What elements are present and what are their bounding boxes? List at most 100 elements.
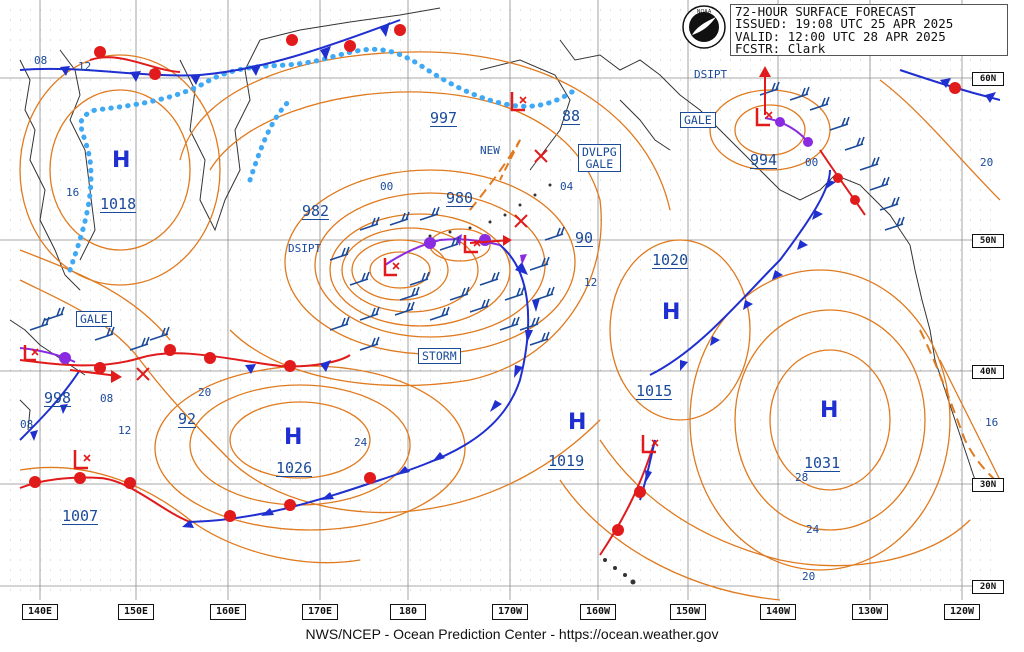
info-forecaster-row: FCSTR: Clark (735, 41, 826, 57)
longitude-label: 160W (580, 604, 616, 620)
isobar-label: 12 (118, 424, 132, 437)
longitude-label: 170W (492, 604, 528, 620)
info-valid-row: VALID: 12:00 UTC 28 APR 2025 (735, 28, 946, 44)
wind-barb (394, 301, 415, 316)
low-pressure-value: 1007 (62, 507, 99, 525)
wind-barb (359, 216, 380, 231)
movement-arrows (69, 66, 771, 383)
latitude-label: 50N (972, 234, 1004, 248)
wind-barb (859, 156, 880, 171)
isobar (939, 359, 1001, 481)
low-symbol-980 (463, 235, 481, 254)
wind-barb (884, 216, 905, 231)
warm-front (19, 352, 351, 368)
wind-barb (529, 256, 550, 271)
x-markers (136, 149, 548, 381)
high-center-symbol: H (568, 410, 587, 435)
wind-barb (449, 286, 470, 301)
warm-front (19, 476, 191, 523)
low-pressure-value: 1015 (636, 382, 673, 400)
low-pressure-value: 998 (44, 389, 72, 407)
isobar (369, 251, 431, 289)
isobar (19, 54, 221, 286)
longitude-label: 150E (118, 604, 154, 620)
wind-barb (479, 271, 500, 286)
aleutian-islands (428, 183, 636, 585)
longitude-label: 160E (210, 604, 246, 620)
pressure-label: 982 (302, 202, 330, 220)
high-pressure-value: 1018 (100, 195, 137, 213)
low-symbol-1015 (641, 435, 659, 454)
latitude-label: 20N (972, 580, 1004, 594)
wind-barb (534, 286, 555, 301)
info-title-row: 72-HOUR SURFACE FORECAST (735, 4, 916, 19)
high-center-symbol: H (112, 148, 131, 173)
wind-barb (499, 316, 520, 331)
wind-barb (399, 286, 420, 301)
low-symbol-997 (510, 92, 527, 112)
low-pressure-value: 980 (446, 189, 474, 207)
isobar (19, 249, 171, 341)
cold-front (189, 244, 530, 523)
isobar-label: 08 (34, 54, 48, 67)
isobar-label: 24 (806, 523, 820, 536)
gale-warning-box: GALE (680, 112, 716, 128)
longitude-label: 120W (944, 604, 980, 620)
low-symbol-1007 (73, 450, 91, 470)
forecast-info-box: 72-HOUR SURFACE FORECAST ISSUED: 19:08 U… (730, 4, 1008, 56)
high-center-symbol: H (284, 425, 303, 450)
isobar-label: 00 (805, 156, 819, 169)
isobar (734, 104, 806, 156)
developing-gale-warning-box: DVLPG GALE (578, 144, 621, 172)
ice-edge-line (67, 46, 578, 273)
isobar-label: 16 (985, 416, 999, 429)
wind-barb (329, 246, 350, 261)
isobar (341, 227, 479, 313)
wind-barb (544, 226, 565, 241)
latitude-label: 60N (972, 72, 1004, 86)
isobar-label: 04 (560, 180, 574, 193)
wind-barb (789, 86, 810, 101)
high-pressure-value: 1020 (652, 251, 689, 269)
isobar-label: 28 (795, 471, 809, 484)
isobar-label: 12 (584, 276, 598, 289)
noaa-logo: NOAA (682, 5, 726, 49)
isobar-label: 24 (354, 436, 368, 449)
wind-barb (519, 316, 540, 331)
new-tag: NEW (480, 144, 500, 157)
isobar (559, 479, 781, 601)
low-symbol-994 (755, 108, 773, 127)
latitude-label: 40N (972, 365, 1004, 379)
isobar (734, 309, 926, 531)
pressure-label: 90 (575, 229, 594, 247)
warm-front (819, 149, 866, 216)
info-issued-row: ISSUED: 19:08 UTC 25 APR 2025 (735, 16, 954, 32)
wind-barb (329, 316, 350, 331)
isobar-label: 00 (380, 180, 394, 193)
isobar (209, 91, 602, 387)
cold-front (649, 169, 831, 376)
high-pressure-value: 1031 (804, 454, 841, 472)
isobar (879, 79, 1001, 201)
wind-barb (349, 271, 370, 286)
wind-barb (844, 136, 865, 151)
isobar (689, 269, 951, 571)
isobar (49, 89, 191, 251)
longitude-label: 170E (302, 604, 338, 620)
low-pressure-value: 994 (750, 151, 778, 169)
cold-front (19, 369, 81, 441)
wind-barb (409, 271, 430, 286)
isobar-label: 20 (980, 156, 994, 169)
high-center-symbol: H (820, 398, 839, 423)
storm-warning-box: STORM (418, 348, 461, 364)
dissipating-tag: DSIPT (288, 242, 322, 255)
wind-barb (809, 96, 830, 111)
isobar (609, 239, 751, 421)
wind-barb (529, 331, 550, 346)
low-symbols (23, 92, 773, 470)
low-symbol-982 (383, 258, 400, 277)
wind-barb (469, 298, 490, 313)
low-symbol-998 (23, 345, 39, 362)
high-pressure-value: 1026 (276, 459, 313, 477)
